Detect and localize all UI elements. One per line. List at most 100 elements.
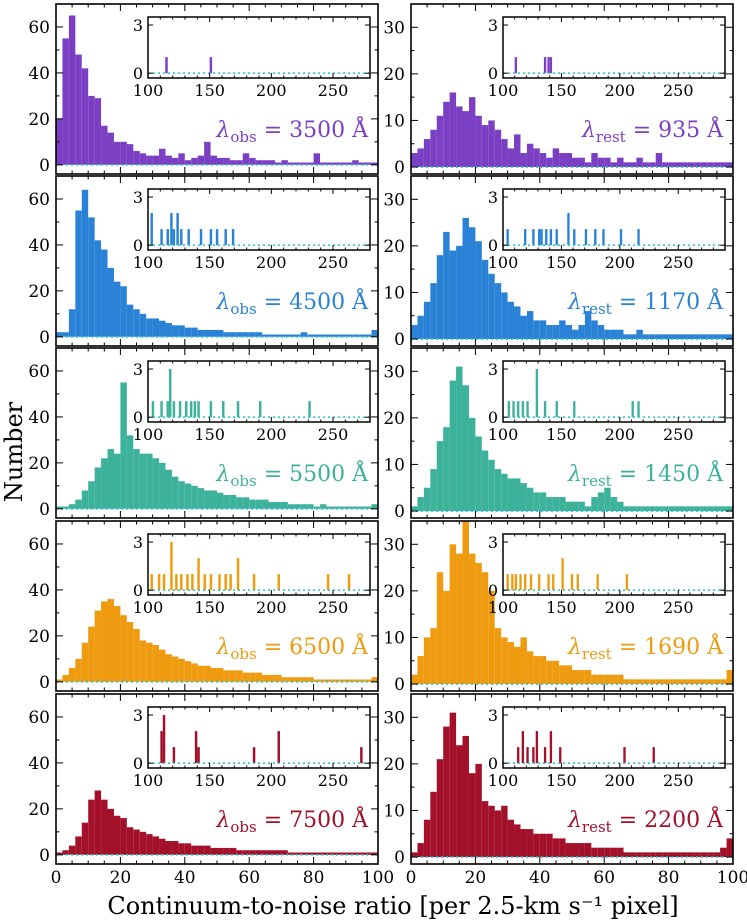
histogram-bar [572,843,578,857]
histogram-bar [249,673,255,682]
inset-bar [515,57,517,73]
inset-bar [559,747,561,763]
inset-bar [632,401,634,417]
histogram-bar [249,500,255,509]
inset-x-tick-label: 100 [133,253,164,272]
histogram-bar [120,382,126,508]
inset-bar [524,574,526,590]
inset-bar [556,401,558,417]
histogram-bar [450,92,456,167]
y-tick-label: 20 [383,582,405,602]
y-tick-label: 40 [28,754,50,774]
histogram-bar [75,659,81,682]
inset-bar [536,731,538,763]
lambda-subscript: obs [230,128,256,146]
histogram-bar [566,665,572,684]
inset-bar [522,731,524,763]
histogram-bar [140,832,146,855]
lambda-symbol: λ [567,462,582,487]
inset-x-tick-label: 250 [318,425,349,444]
histogram-bar [495,469,501,511]
y-tick-label: 0 [39,500,50,520]
y-tick-label: 60 [28,535,50,555]
y-tick-label: 60 [28,708,50,728]
histogram-bar [120,142,126,165]
histogram-bar [469,227,475,339]
histogram-bar [88,800,94,855]
histogram-bar [598,675,604,684]
inset-bar [259,401,261,417]
histogram-bar [108,809,114,855]
inset-bar [517,401,519,417]
inset-y-tick-label: 0 [133,64,143,83]
histogram-bar [69,668,75,682]
histogram-bar [178,659,184,682]
histogram-bar [475,116,481,167]
inset-bar [232,229,234,245]
histogram-bar [108,449,114,509]
histogram-bar [559,838,565,857]
histogram-bar [553,325,559,339]
histogram-bar [553,497,559,511]
histogram-bar [82,490,88,508]
histogram-bar [146,643,152,682]
x-tick-label: 40 [174,868,196,888]
inset-x-tick-label: 150 [194,598,225,617]
inset-bar [210,57,212,73]
histogram-bar [82,68,88,164]
histogram-bar [133,629,139,682]
inset-y-tick-label: 0 [133,236,143,255]
histogram-bar [520,637,526,684]
histogram-bar [75,500,81,509]
histogram-bar [527,488,533,511]
y-tick-label: 20 [383,755,405,775]
panel-obs-6500: 0204060λobs = 6500 Å100 150 200 25003 [28,521,378,693]
inset-y-tick-label: 3 [133,533,143,552]
histogram-bar [146,834,152,855]
histogram-bar [172,841,178,855]
histogram-bar [114,816,120,855]
inset-bar [594,229,596,245]
histogram-bar [585,162,591,167]
y-tick-label: 30 [383,535,405,555]
inset-x-tick-label: 150 [546,81,577,100]
histogram-bar [546,325,552,339]
y-tick-label: 30 [383,18,405,38]
histogram-bar [153,318,159,336]
inset-y-tick-label: 3 [488,16,498,35]
wavelength-label: λobs = 7500 Å [215,805,369,836]
inset-y-tick-label: 0 [133,408,143,427]
x-tick-label: 100 [362,868,394,888]
histogram-bar [127,622,133,682]
inset-bar [173,747,175,763]
histogram-bar [372,330,378,337]
inset-y-tick-label: 3 [488,706,498,725]
histogram-bar [127,144,133,165]
histogram-bar [546,661,552,684]
inset-bar [532,747,534,763]
inset-bar [540,229,542,245]
inset-bar [167,401,169,417]
inset-bar [191,574,193,590]
histogram-bar [514,647,520,684]
histogram-bar [727,838,733,857]
histogram-bar [559,497,565,511]
histogram-bar [430,283,436,339]
y-tick-label: 10 [383,628,405,648]
histogram-bar [146,318,152,336]
histogram-bar [191,328,197,337]
y-tick-label: 20 [383,237,405,257]
inset-bar [170,213,172,245]
histogram-bar [630,162,636,167]
inset-bar [175,574,177,590]
panel-obs-4500: 0204060λobs = 4500 Å100 150 200 25003 [28,176,378,348]
histogram-bar [604,488,610,511]
wavelength-label: λobs = 6500 Å [215,632,369,663]
x-tick-label: 20 [110,868,132,888]
inset-bar [547,574,549,590]
inset-x-tick-label: 100 [488,253,519,272]
histogram-bar [617,158,623,167]
inset-y-tick-label: 0 [133,581,143,600]
histogram-bar [443,102,449,167]
inset-bar [253,747,255,763]
